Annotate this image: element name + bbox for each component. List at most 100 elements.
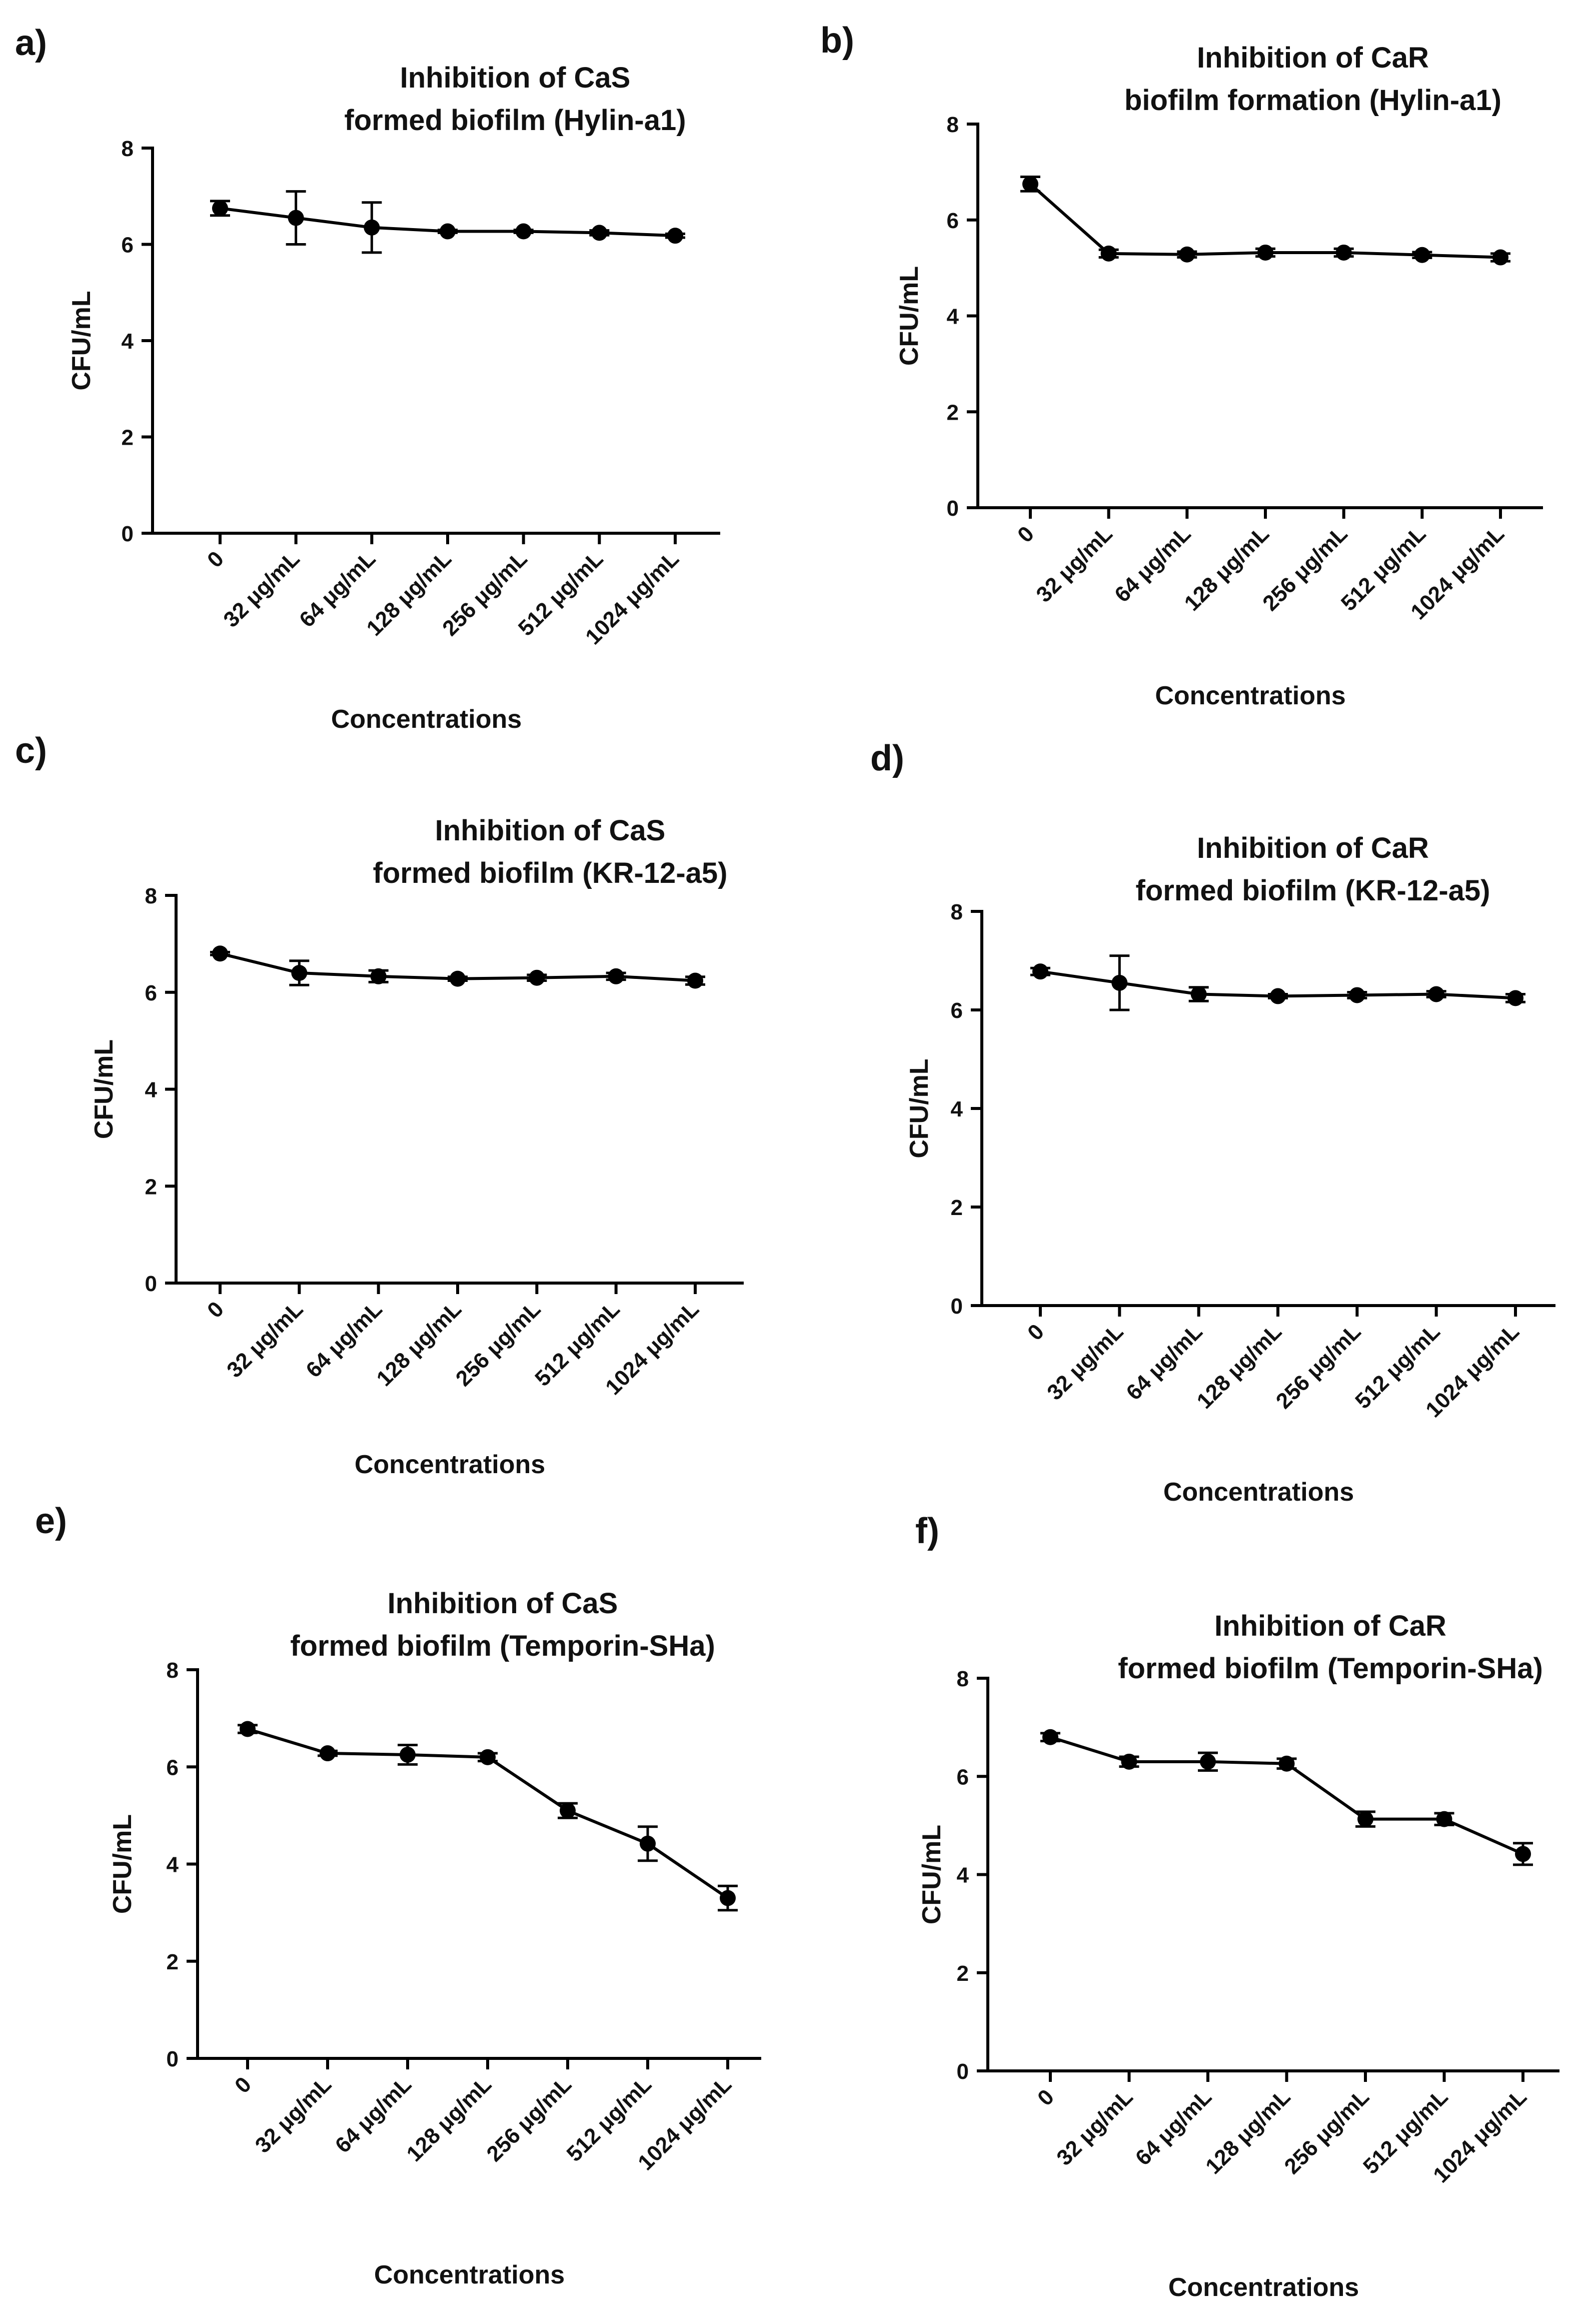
chart-title-line: Inhibition of CaS xyxy=(400,62,631,94)
data-point xyxy=(291,965,308,981)
data-point xyxy=(1349,987,1365,1003)
x-tick-label: 0 xyxy=(230,2072,256,2098)
chart-title-line: formed biofilm (KR-12-a5) xyxy=(373,857,728,889)
x-tick-label: 32 μg/mL xyxy=(222,1297,308,1382)
x-tick-label: 64 μg/mL xyxy=(1121,1319,1207,1405)
x-tick-label: 128 μg/mL xyxy=(1201,2084,1295,2179)
y-tick-label: 0 xyxy=(957,2059,969,2084)
y-tick-label: 2 xyxy=(947,400,959,425)
data-point xyxy=(1042,1729,1058,1745)
chart-title-line: Inhibition of CaS xyxy=(388,1587,618,1620)
data-point xyxy=(1022,176,1038,192)
data-point xyxy=(1200,1753,1216,1770)
y-tick-label: 6 xyxy=(167,1755,179,1780)
data-point xyxy=(1335,244,1352,261)
y-tick-label: 6 xyxy=(947,209,959,233)
x-tick-label: 0 xyxy=(203,1297,229,1323)
x-axis-title: Concentrations xyxy=(355,1450,545,1479)
y-tick-label: 0 xyxy=(145,1272,157,1296)
data-point xyxy=(1100,245,1117,262)
chart-title-line: Inhibition of CaS xyxy=(435,814,666,847)
panel-label: a) xyxy=(15,23,47,63)
x-tick-label: 32 μg/mL xyxy=(1031,521,1117,607)
panel-label: b) xyxy=(820,21,854,61)
y-tick-label: 8 xyxy=(122,137,134,161)
data-point xyxy=(212,200,228,217)
chart-panel-e: e) Inhibition of CaS formed biofilm (Tempo… xyxy=(35,1501,761,2289)
panel-label: e) xyxy=(35,1501,67,1541)
data-point xyxy=(320,1745,336,1762)
chart-title-line: Inhibition of CaR xyxy=(1197,42,1429,74)
y-tick-label: 0 xyxy=(122,522,134,546)
data-point xyxy=(440,223,456,240)
x-tick-label: 128 μg/mL xyxy=(372,1297,467,1391)
data-point xyxy=(1357,1811,1373,1827)
y-tick-label: 0 xyxy=(167,2047,179,2071)
x-axis-title: Concentrations xyxy=(1168,2273,1359,2302)
data-point xyxy=(288,210,304,226)
x-tick-label: 64 μg/mL xyxy=(331,2072,416,2157)
y-tick-label: 6 xyxy=(957,1765,969,1789)
chart-panel-c: c) Inhibition of CaS formed biofilm (KR-12… xyxy=(15,731,744,1479)
y-tick-label: 6 xyxy=(145,981,157,1005)
y-axis-title: CFU/mL xyxy=(108,1814,137,1914)
y-tick-label: 0 xyxy=(951,1294,963,1319)
chart-title-line: biofilm formation (Hylin-a1) xyxy=(1124,84,1501,117)
data-point xyxy=(1436,1811,1452,1827)
x-tick-label: 0 xyxy=(1023,1319,1049,1345)
y-tick-label: 8 xyxy=(167,1658,179,1683)
y-axis-title: CFU/mL xyxy=(917,1825,946,1924)
chart-title-line: Inhibition of CaR xyxy=(1197,832,1429,864)
data-point xyxy=(370,968,387,984)
x-tick-label: 32 μg/mL xyxy=(1052,2084,1137,2170)
data-point xyxy=(480,1749,496,1765)
x-tick-label: 0 xyxy=(1033,2084,1059,2110)
data-point xyxy=(529,969,545,986)
y-axis-title: CFU/mL xyxy=(67,291,96,390)
data-point xyxy=(1507,990,1523,1006)
data-point xyxy=(1278,1755,1295,1772)
data-point xyxy=(1492,249,1508,266)
x-tick-label: 256 μg/mL xyxy=(1280,2084,1374,2179)
y-tick-label: 4 xyxy=(145,1078,158,1102)
y-tick-label: 2 xyxy=(167,1950,179,1974)
x-tick-label: 256 μg/mL xyxy=(482,2072,577,2166)
chart-panel-a: a) Inhibition of CaS formed biofilm (Hylin… xyxy=(15,23,720,734)
y-tick-label: 6 xyxy=(951,998,963,1023)
y-tick-label: 2 xyxy=(951,1196,963,1220)
y-axis-title: CFU/mL xyxy=(895,266,924,366)
series-line xyxy=(1050,1735,1524,1856)
chart-title-line: Inhibition of CaR xyxy=(1214,1610,1446,1642)
y-axis-title: CFU/mL xyxy=(905,1058,934,1158)
x-axis-title: Concentrations xyxy=(374,2260,565,2289)
chart-title-line: formed biofilm (KR-12-a5) xyxy=(1136,874,1490,907)
y-tick-label: 2 xyxy=(145,1175,157,1199)
y-tick-label: 0 xyxy=(947,496,959,521)
chart-title-line: formed biofilm (Temporin-SHa) xyxy=(1118,1652,1543,1685)
x-tick-label: 128 μg/mL xyxy=(1180,521,1274,616)
data-point xyxy=(1414,247,1430,263)
y-tick-label: 4 xyxy=(947,305,959,329)
panel-label: d) xyxy=(870,738,904,778)
chart-panel-f: f) Inhibition of CaR formed biofilm (Tempo… xyxy=(915,1511,1559,2302)
data-point xyxy=(364,219,380,236)
data-point xyxy=(1179,246,1195,263)
data-point xyxy=(1428,986,1444,1002)
x-tick-label: 64 μg/mL xyxy=(1131,2084,1216,2170)
data-point xyxy=(1270,988,1286,1004)
x-tick-label: 32 μg/mL xyxy=(1042,1319,1128,1405)
y-tick-label: 8 xyxy=(951,900,963,924)
y-tick-label: 4 xyxy=(167,1853,179,1877)
y-axis-title: CFU/mL xyxy=(90,1039,119,1139)
data-point xyxy=(560,1802,576,1819)
chart-panel-d: d) Inhibition of CaR formed biofilm (KR-12… xyxy=(870,738,1555,1507)
y-tick-label: 4 xyxy=(957,1863,969,1888)
y-tick-label: 4 xyxy=(951,1097,963,1121)
data-point xyxy=(515,223,532,240)
data-point xyxy=(1515,1846,1531,1862)
data-point xyxy=(1111,974,1128,991)
y-tick-label: 2 xyxy=(957,1961,969,1986)
data-point xyxy=(667,228,683,244)
x-tick-label: 0 xyxy=(203,546,229,572)
